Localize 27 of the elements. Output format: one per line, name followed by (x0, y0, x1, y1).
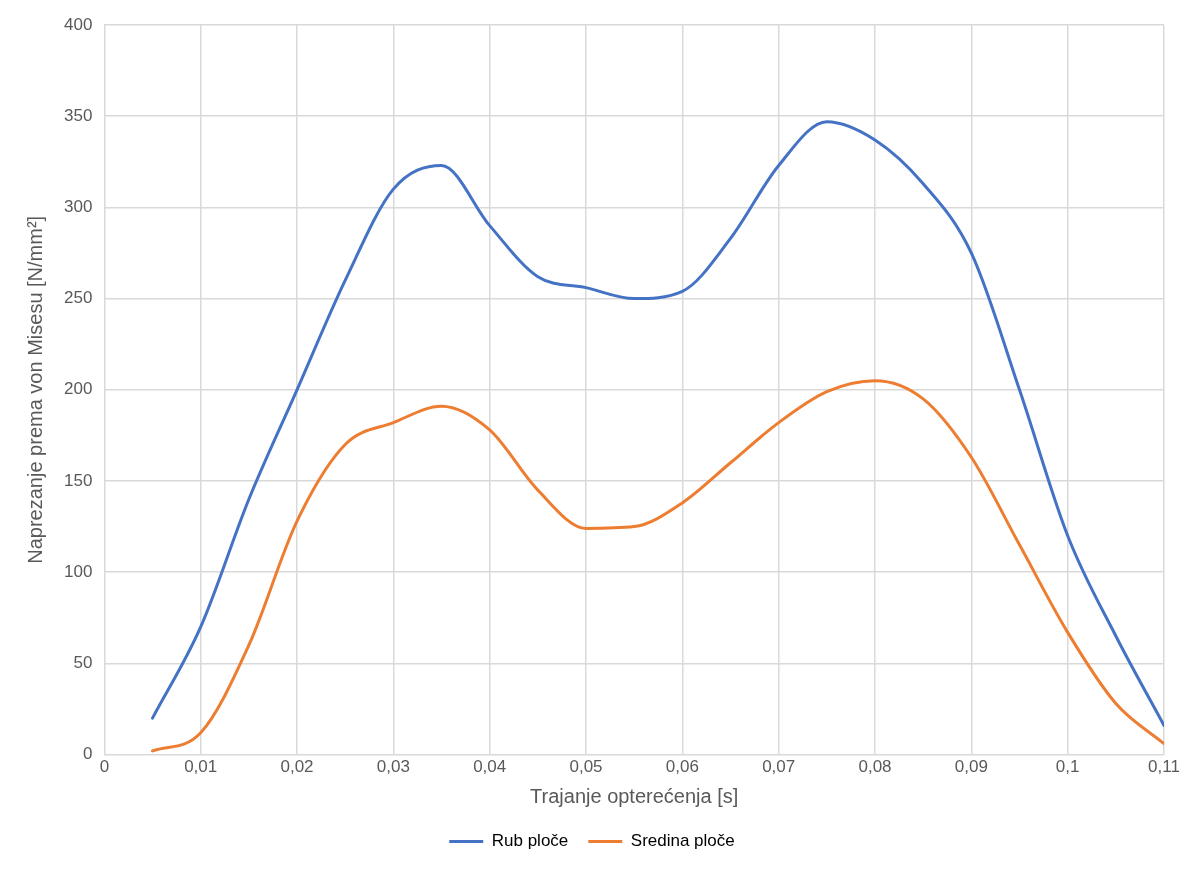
x-axis-title: Trajanje opterećenja [s] (530, 784, 739, 807)
x-tick-label: 0 (99, 757, 110, 777)
y-tick-label: 350 (63, 105, 93, 125)
x-tick-label: 0,03 (376, 757, 410, 777)
x-tick-label: 0,01 (184, 757, 218, 777)
x-tick-label: 0,07 (762, 757, 796, 777)
y-tick-label: 50 (73, 653, 93, 673)
x-tick-label: 0,04 (473, 757, 507, 777)
y-tick-label: 400 (63, 14, 93, 34)
x-tick-label: 0,09 (954, 757, 988, 777)
y-tick-label: 300 (63, 197, 93, 217)
y-tick-label: 200 (63, 379, 93, 399)
line-series (151, 120, 1164, 727)
x-tick-label: 0,06 (665, 757, 699, 777)
x-tick-label: 0,11 (1148, 757, 1180, 777)
x-tick-label: 0,02 (280, 757, 314, 777)
y-tick-label: 250 (63, 288, 93, 308)
x-tick-label: 0,1 (1055, 757, 1080, 777)
y-axis-title: Naprezanje prema von Misesu [N/mm²] (23, 215, 46, 564)
y-tick-label: 150 (63, 470, 93, 490)
y-tick-label: 0 (82, 744, 93, 764)
y-tick-label: 100 (63, 561, 93, 581)
line-series (151, 379, 1164, 753)
legend-label: Sredina ploče (630, 831, 735, 851)
x-tick-label: 0,08 (858, 757, 892, 777)
x-tick-label: 0,05 (569, 757, 603, 777)
legend-label: Rub ploče (491, 831, 569, 851)
